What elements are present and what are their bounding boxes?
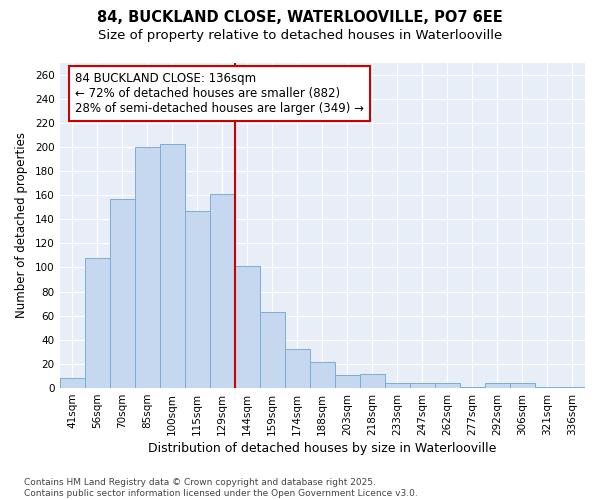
Bar (110, 199, 134, 388)
Bar (185, 211, 209, 388)
Text: Contains HM Land Registry data © Crown copyright and database right 2025.
Contai: Contains HM Land Registry data © Crown c… (24, 478, 418, 498)
Bar (510, 383, 535, 388)
Bar (85, 258, 110, 388)
Bar (360, 374, 385, 388)
Bar (235, 266, 260, 388)
Text: 84, BUCKLAND CLOSE, WATERLOOVILLE, PO7 6EE: 84, BUCKLAND CLOSE, WATERLOOVILLE, PO7 6… (97, 10, 503, 25)
X-axis label: Distribution of detached houses by size in Waterlooville: Distribution of detached houses by size … (148, 442, 496, 455)
Bar (209, 194, 235, 388)
Text: Size of property relative to detached houses in Waterlooville: Size of property relative to detached ho… (98, 29, 502, 42)
Bar (285, 350, 310, 388)
Bar (560, 387, 585, 388)
Bar (59, 378, 85, 388)
Bar (335, 375, 360, 388)
Bar (435, 383, 460, 388)
Bar (160, 144, 185, 388)
Bar (410, 383, 435, 388)
Bar (385, 383, 410, 388)
Bar (485, 383, 510, 388)
Bar (310, 362, 335, 388)
Y-axis label: Number of detached properties: Number of detached properties (15, 132, 28, 318)
Bar (260, 312, 285, 388)
Bar (460, 387, 485, 388)
Bar (535, 387, 560, 388)
Text: 84 BUCKLAND CLOSE: 136sqm
← 72% of detached houses are smaller (882)
28% of semi: 84 BUCKLAND CLOSE: 136sqm ← 72% of detac… (76, 72, 364, 116)
Bar (134, 147, 160, 388)
